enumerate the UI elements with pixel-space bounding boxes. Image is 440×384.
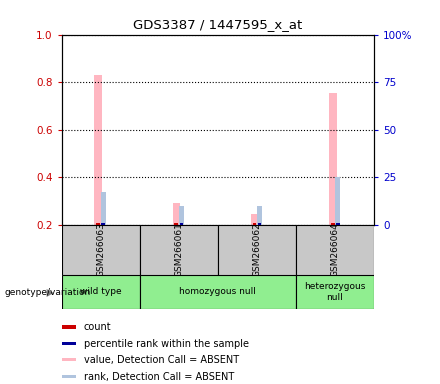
Bar xyxy=(102,223,105,225)
Bar xyxy=(101,192,106,225)
Bar xyxy=(296,225,374,275)
Bar xyxy=(179,206,184,225)
Text: GDS3387 / 1447595_x_at: GDS3387 / 1447595_x_at xyxy=(133,18,302,31)
Bar xyxy=(96,223,100,225)
Text: GSM266061: GSM266061 xyxy=(174,222,183,277)
Bar xyxy=(251,214,258,225)
Bar xyxy=(253,223,257,225)
Bar xyxy=(62,358,77,361)
Bar xyxy=(62,275,140,309)
Bar xyxy=(330,223,334,225)
Bar xyxy=(62,325,77,329)
Bar xyxy=(218,225,296,275)
Text: count: count xyxy=(84,322,111,332)
Bar xyxy=(336,223,340,225)
Text: percentile rank within the sample: percentile rank within the sample xyxy=(84,339,249,349)
Text: rank, Detection Call = ABSENT: rank, Detection Call = ABSENT xyxy=(84,372,234,382)
Bar xyxy=(95,75,102,225)
Bar xyxy=(180,223,183,225)
Bar xyxy=(62,225,140,275)
Text: heterozygous
null: heterozygous null xyxy=(304,282,366,301)
Bar xyxy=(335,177,341,225)
Text: value, Detection Call = ABSENT: value, Detection Call = ABSENT xyxy=(84,355,239,365)
Bar xyxy=(258,223,261,225)
Text: wild type: wild type xyxy=(80,287,121,296)
Bar xyxy=(62,375,77,378)
Bar xyxy=(174,223,178,225)
Text: GSM266063: GSM266063 xyxy=(96,222,105,277)
Bar xyxy=(329,93,337,225)
Bar xyxy=(296,275,374,309)
Bar xyxy=(140,275,296,309)
Text: genotype/variation: genotype/variation xyxy=(4,288,91,298)
Text: homozygous null: homozygous null xyxy=(180,287,256,296)
Text: GSM266062: GSM266062 xyxy=(253,222,261,277)
Bar xyxy=(172,203,180,225)
Bar xyxy=(140,225,218,275)
Polygon shape xyxy=(47,289,54,297)
Text: GSM266064: GSM266064 xyxy=(330,222,339,277)
Bar xyxy=(62,341,77,345)
Bar xyxy=(257,206,262,225)
